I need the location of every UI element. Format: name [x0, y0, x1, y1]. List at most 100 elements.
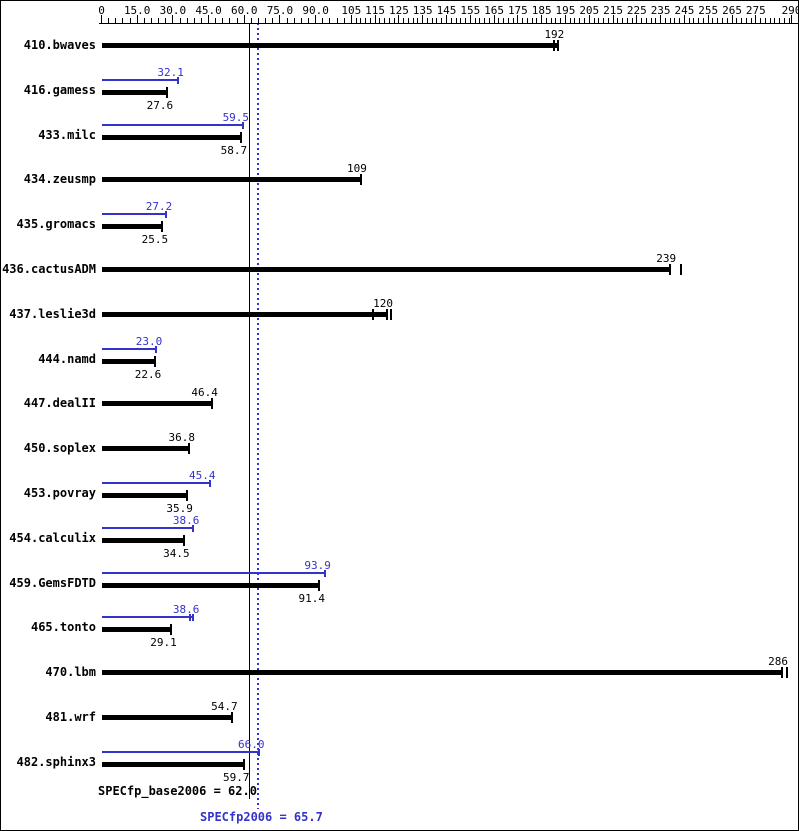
- base-value-447.dealII: 46.4: [191, 386, 218, 400]
- bar-base-454.calculix: [101, 537, 184, 543]
- peak-value-482.sphinx3: 66.0: [238, 737, 265, 751]
- axis-tick-label: 155: [460, 4, 481, 17]
- base-run-mark-470.lbm: [780, 667, 783, 679]
- benchmark-label-444.namd: 444.namd: [38, 351, 96, 366]
- axis-minor-tick: [384, 18, 386, 23]
- axis-minor-tick: [431, 18, 433, 23]
- axis-minor-tick: [688, 18, 690, 23]
- bar-peak-435.gromacs: [101, 213, 167, 216]
- axis-tick-label: 235: [650, 4, 671, 17]
- axis-minor-tick: [450, 18, 452, 23]
- axis-minor-tick: [603, 18, 605, 23]
- axis-minor-tick: [484, 18, 486, 23]
- axis-tick-label: 275: [745, 4, 766, 17]
- bar-peak-444.namd: [101, 347, 157, 350]
- axis-minor-tick: [129, 18, 131, 23]
- axis-minor-tick: [560, 18, 562, 23]
- axis-minor-tick: [193, 18, 195, 23]
- benchmark-label-437.leslie3d: 437.leslie3d: [9, 306, 96, 321]
- bar-peak-454.calculix: [101, 526, 194, 529]
- axis-minor-tick: [393, 18, 395, 23]
- axis-minor-tick: [507, 18, 509, 23]
- bar-peak-453.povray: [101, 482, 210, 484]
- axis-minor-tick: [717, 18, 719, 23]
- axis-minor-tick: [645, 18, 647, 23]
- base-end-tick-450.soplex: [188, 443, 191, 455]
- peak-run-mark-465.tonto: [192, 614, 195, 622]
- benchmark-label-482.sphinx3: 482.sphinx3: [16, 754, 96, 769]
- bar-base-444.namd: [101, 358, 156, 364]
- axis-minor-tick: [412, 18, 414, 23]
- axis-major-tick: [101, 15, 102, 23]
- axis-major-tick: [493, 15, 495, 23]
- axis-minor-tick: [607, 18, 609, 23]
- axis-major-tick: [564, 15, 566, 23]
- base-end-tick-482.sphinx3: [242, 758, 245, 770]
- peak-value-433.milc: 59.5: [222, 110, 250, 124]
- bar-base-416.gamess: [101, 89, 168, 95]
- benchmark-label-436.cactusADM: 436.cactusADM: [2, 262, 96, 276]
- axis-tick-label: 145: [436, 4, 457, 17]
- axis-minor-tick: [300, 18, 302, 23]
- base-end-tick-459.GemsFDTD: [317, 579, 320, 591]
- base-value-444.namd: 22.6: [134, 367, 162, 381]
- axis-minor-tick: [329, 18, 331, 23]
- axis-minor-tick: [774, 18, 776, 23]
- axis-minor-tick: [436, 18, 438, 23]
- benchmark-label-470.lbm: 470.lbm: [45, 665, 96, 680]
- axis-minor-tick: [158, 18, 160, 23]
- base-end-tick-434.zeusmp: [359, 174, 362, 186]
- peak-end-tick-416.gamess: [176, 76, 179, 84]
- bar-base-459.GemsFDTD: [101, 582, 319, 588]
- axis-minor-tick: [669, 18, 671, 23]
- benchmark-label-450.soplex: 450.soplex: [23, 441, 96, 456]
- axis-minor-tick: [479, 18, 481, 23]
- base-run-mark-437.leslie3d: [389, 308, 392, 320]
- axis-minor-tick: [265, 18, 267, 23]
- axis-minor-tick: [355, 18, 357, 23]
- peak-mean-line: [256, 23, 259, 809]
- peak-value-465.tonto: 38.6: [172, 603, 200, 617]
- benchmark-label-447.dealII: 447.dealII: [23, 396, 96, 411]
- bar-base-450.soplex: [101, 446, 190, 452]
- axis-minor-tick: [115, 18, 117, 23]
- axis-tick-label: 15.0: [123, 4, 151, 17]
- axis-minor-tick: [712, 18, 714, 23]
- axis-minor-tick: [702, 18, 704, 23]
- axis-tick-label: 215: [603, 4, 623, 17]
- axis-minor-tick: [388, 18, 390, 23]
- axis-minor-tick: [598, 18, 600, 23]
- axis-major-tick: [446, 15, 447, 23]
- axis-major-tick: [208, 15, 210, 23]
- axis-minor-tick: [186, 18, 188, 23]
- base-value-465.tonto: 29.1: [150, 636, 177, 650]
- base-end-tick-435.gromacs: [161, 221, 164, 233]
- axis-tick-label: 105: [341, 4, 362, 17]
- base-end-tick-453.povray: [185, 490, 188, 501]
- axis-minor-tick: [550, 18, 552, 23]
- axis-tick-label: 205: [579, 4, 600, 17]
- axis-minor-tick: [222, 18, 224, 23]
- axis-major-tick: [731, 15, 733, 23]
- bar-base-433.milc: [101, 134, 242, 140]
- base-run-mark-410.bwaves: [552, 40, 555, 51]
- bar-peak-465.tonto: [101, 616, 194, 619]
- benchmark-label-410.bwaves: 410.bwaves: [23, 38, 96, 52]
- axis-major-tick: [636, 15, 638, 23]
- axis-major-tick: [243, 15, 245, 23]
- bar-base-447.dealII: [101, 401, 212, 407]
- bar-peak-416.gamess: [101, 78, 178, 81]
- axis-minor-tick: [229, 18, 231, 23]
- axis-minor-tick: [403, 18, 405, 23]
- axis-minor-tick: [150, 18, 152, 23]
- axis-minor-tick: [465, 18, 467, 23]
- axis-major-tick: [350, 15, 352, 23]
- axis-major-tick: [683, 15, 685, 23]
- axis-minor-tick: [783, 18, 785, 23]
- axis-minor-tick: [650, 18, 652, 23]
- base-run-mark-436.cactusADM: [679, 264, 682, 275]
- benchmark-label-435.gromacs: 435.gromacs: [16, 217, 96, 232]
- base-end-tick-481.wrf: [230, 712, 233, 723]
- benchmark-label-459.GemsFDTD: 459.GemsFDTD: [9, 575, 96, 590]
